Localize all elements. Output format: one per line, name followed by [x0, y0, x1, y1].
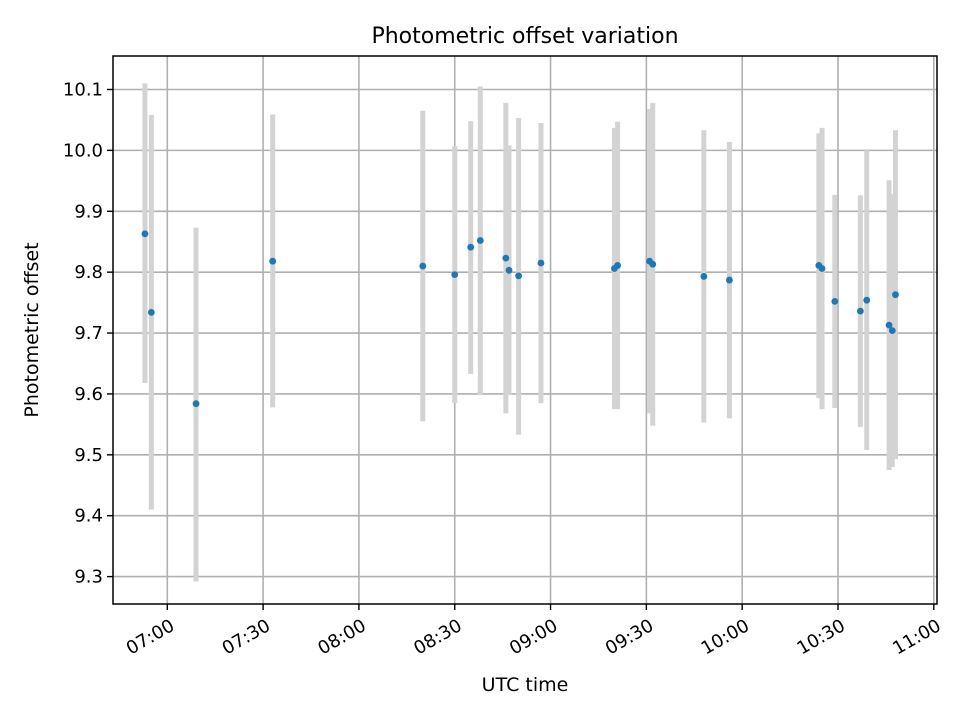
data-point [476, 237, 484, 244]
grid [113, 56, 937, 604]
data-point [700, 273, 708, 280]
data-point [831, 297, 839, 305]
data-point [451, 271, 459, 278]
y-axis-ticks: 9.3 9.4 9.5 9.6 9.7 9.8 9.9 10.0 10.1 [63, 79, 113, 588]
data-point [505, 266, 513, 274]
y-axis-label: Photometric offset [21, 242, 43, 417]
data-point [888, 327, 896, 335]
data-point [818, 265, 826, 272]
data-point [885, 321, 893, 329]
y-tick-label: 10.1 [63, 79, 103, 100]
data-point [192, 400, 200, 408]
data-point [863, 296, 871, 304]
data-point [726, 276, 733, 284]
y-tick-label: 9.6 [74, 384, 103, 405]
data-point [141, 230, 149, 238]
data-point [269, 257, 277, 265]
y-tick-label: 10.0 [63, 140, 103, 161]
data-point [537, 259, 545, 267]
y-tick-label: 9.3 [74, 567, 103, 588]
y-tick-label: 9.8 [74, 262, 103, 283]
data-point [892, 291, 899, 299]
data-point [502, 254, 510, 262]
chart-title: Photometric offset variation [371, 24, 678, 49]
data-point [467, 243, 475, 251]
y-tick-label: 9.4 [74, 506, 103, 527]
y-tick-label: 9.5 [74, 445, 103, 466]
data-point [419, 262, 427, 270]
data-point [147, 308, 155, 316]
x-axis-label: UTC time [482, 674, 569, 696]
data-point [614, 262, 622, 269]
data-points [141, 230, 899, 408]
data-point [515, 272, 523, 280]
y-tick-label: 9.9 [74, 201, 103, 222]
plot-frame [112, 55, 938, 605]
y-tick-label: 9.7 [74, 323, 103, 344]
data-point [856, 307, 864, 315]
data-point [649, 260, 657, 268]
